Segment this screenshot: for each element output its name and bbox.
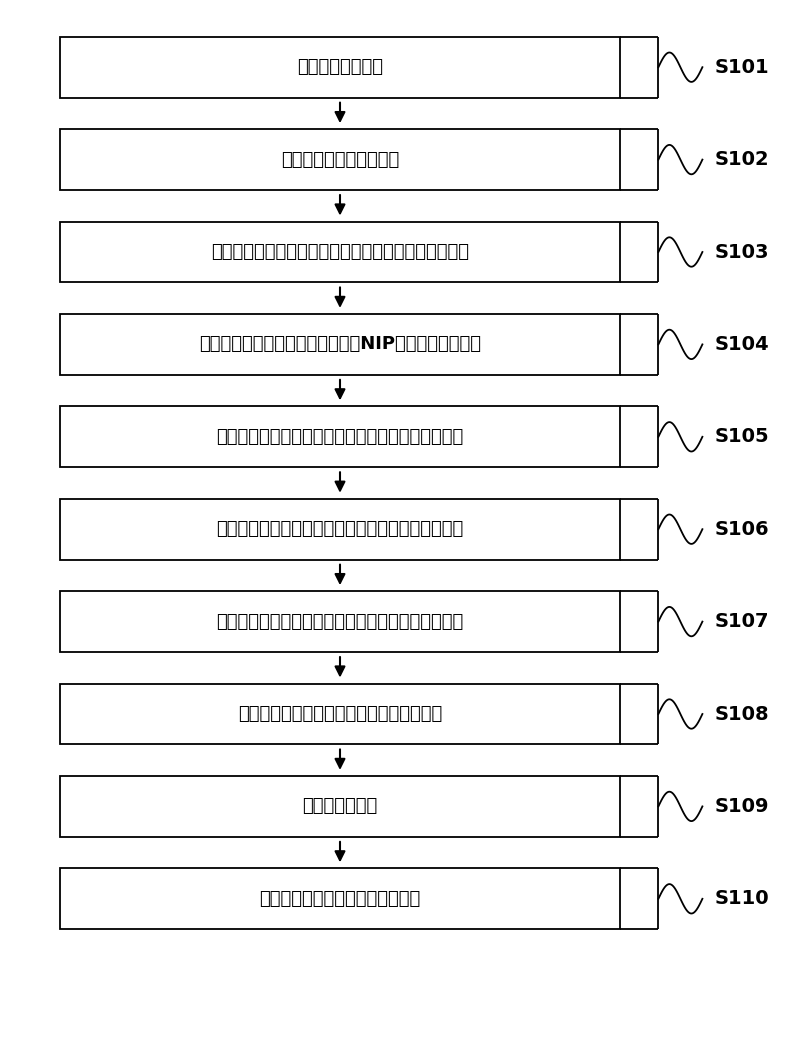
- Bar: [60, 129, 620, 190]
- Text: S110: S110: [714, 889, 769, 908]
- Bar: [60, 314, 620, 375]
- Text: S106: S106: [714, 520, 769, 539]
- Text: S105: S105: [714, 427, 769, 446]
- Text: 引出电池的正极和负极，进行封装: 引出电池的正极和负极，进行封装: [259, 889, 421, 908]
- Text: 制备银和氧化锌导背电极: 制备银和氧化锌导背电极: [281, 150, 399, 169]
- Text: S101: S101: [714, 58, 769, 77]
- Text: S103: S103: [714, 243, 769, 261]
- Bar: [60, 406, 620, 467]
- Text: 印刷银栅线，并用银浆填充在前电极和吸收层的刻槽: 印刷银栅线，并用银浆填充在前电极和吸收层的刻槽: [216, 612, 464, 631]
- Text: 激光刻蚀了背电极的样品上，制备NIP型硅基薄膜吸收层: 激光刻蚀了背电极的样品上，制备NIP型硅基薄膜吸收层: [199, 335, 481, 354]
- Text: 清洗聚酰亚胺衬底: 清洗聚酰亚胺衬底: [297, 58, 383, 77]
- Text: 在生长了硅基吸收层的样品上，制备氧化铟锡前电极: 在生长了硅基吸收层的样品上，制备氧化铟锡前电极: [216, 427, 464, 446]
- Bar: [60, 684, 620, 744]
- Text: 在印刷了银栅线的样品上，激光刻蚀前电极: 在印刷了银栅线的样品上，激光刻蚀前电极: [238, 705, 442, 723]
- Bar: [60, 591, 620, 652]
- Text: S107: S107: [714, 612, 769, 631]
- Text: 激光刻蚀背电极膜层，将背电极分割成多个小面积区域: 激光刻蚀背电极膜层，将背电极分割成多个小面积区域: [211, 243, 469, 261]
- Bar: [60, 499, 620, 560]
- Text: S109: S109: [714, 797, 769, 816]
- Text: S108: S108: [714, 705, 769, 723]
- Bar: [60, 37, 620, 98]
- Bar: [60, 868, 620, 929]
- Text: 在生长了前电极的样品上，激光刻蚀前电极和吸收层: 在生长了前电极的样品上，激光刻蚀前电极和吸收层: [216, 520, 464, 539]
- Bar: [60, 776, 620, 837]
- Text: S104: S104: [714, 335, 769, 354]
- Text: 激光刻蚀绝缘线: 激光刻蚀绝缘线: [302, 797, 378, 816]
- Text: S102: S102: [714, 150, 769, 169]
- Bar: [60, 222, 620, 282]
